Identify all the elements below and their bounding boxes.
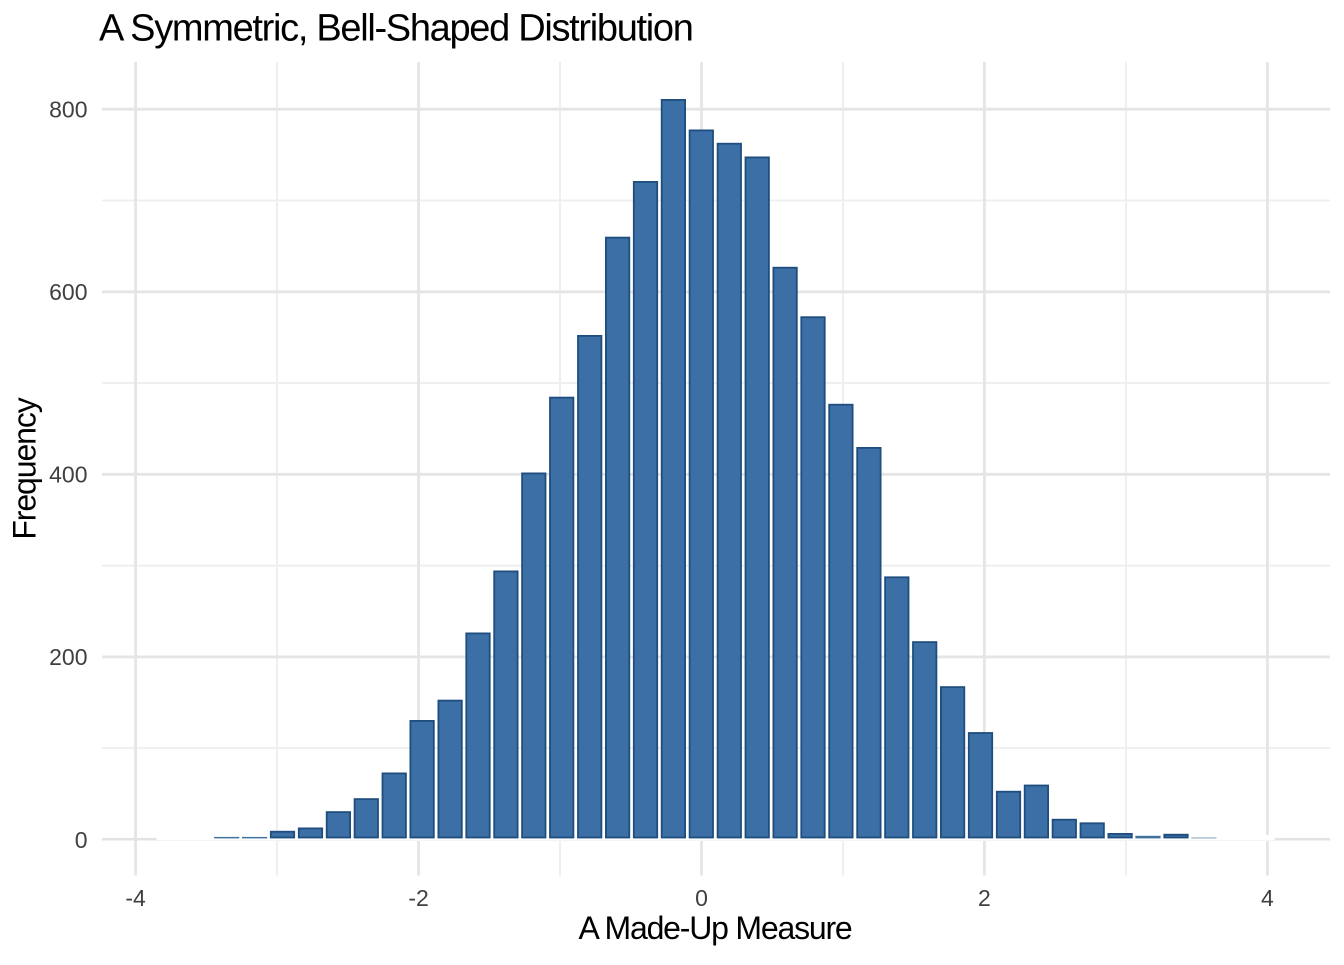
svg-text:A Made-Up Measure: A Made-Up Measure bbox=[578, 910, 851, 946]
svg-text:-2: -2 bbox=[408, 885, 428, 911]
svg-text:400: 400 bbox=[49, 462, 87, 488]
svg-text:0: 0 bbox=[75, 827, 88, 853]
svg-text:600: 600 bbox=[49, 279, 87, 305]
svg-text:-4: -4 bbox=[125, 885, 146, 911]
svg-text:2: 2 bbox=[978, 885, 991, 911]
svg-text:0: 0 bbox=[695, 885, 708, 911]
svg-text:200: 200 bbox=[49, 644, 87, 670]
svg-text:A Symmetric, Bell-Shaped Distr: A Symmetric, Bell-Shaped Distribution bbox=[99, 8, 693, 50]
svg-text:800: 800 bbox=[49, 97, 87, 123]
svg-text:4: 4 bbox=[1261, 885, 1274, 911]
svg-text:Frequency: Frequency bbox=[7, 397, 43, 539]
